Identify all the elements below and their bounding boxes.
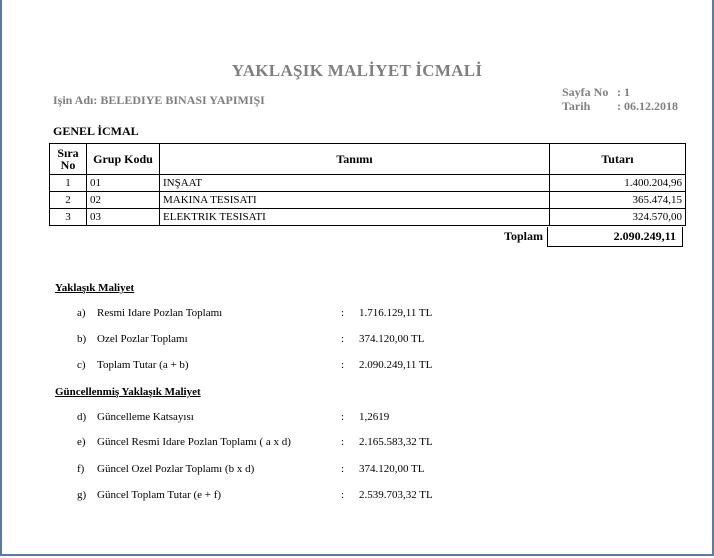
header-tutari: Tutarı [549,143,686,175]
date-value: : 06.12.2018 [617,99,678,113]
item-label: Güncel Ozel Pozlar Toplamı (b x d) [97,463,255,475]
total-value: 2.090.249,11 [547,227,683,247]
item-label: Güncel Toplam Tutar (e + f) [97,489,222,501]
item-sep: : [341,489,345,501]
item-label: Resmi Idare Pozlan Toplamı [97,307,223,319]
item-sep: : [341,333,345,345]
job-label: Işin Adı: [53,93,98,107]
cost-heading: Yaklaşık Maliyet [55,282,135,294]
header-sira-no: Sıra No [49,143,87,175]
item-value: 1,2619 [359,411,390,423]
item-letter: b) [77,333,87,345]
page-number-label: Sayfa No [562,85,609,99]
item-value: 2.165.583,32 TL [359,436,433,448]
item-label: Ozel Pozlar Toplamı [97,333,188,345]
item-value: 374.120,00 TL [359,463,425,475]
item-letter: f) [77,463,85,475]
item-letter: c) [77,359,86,371]
date-label: Tarih [562,99,591,113]
row-amount: 324.570,00 [549,208,686,226]
item-value: 374.120,00 TL [359,333,425,345]
section-title: GENEL İCMAL [53,124,139,138]
table-row: 3 03 ELEKTRIK TESISATI 324.570,00 [49,208,686,226]
row-name: ELEKTRIK TESISATI [159,208,550,226]
job-value: BELEDIYE BINASI YAPIMIŞI [100,93,265,107]
table-row: 1 01 INŞAAT 1.400.204,96 [49,174,686,192]
row-name: INŞAAT [159,174,550,192]
item-sep: : [341,436,345,448]
row-no: 3 [49,208,87,226]
total-label: Toplam [504,229,543,243]
summary-table: Sıra No Grup Kodu Tanımı Tutarı 1 01 INŞ… [49,143,686,226]
row-amount: 1.400.204,96 [549,174,686,192]
item-value: 1.716.129,11 TL [359,307,433,319]
updated-heading: Güncellenmiş Yaklaşık Maliyet [55,386,201,398]
row-code: 01 [86,174,160,192]
row-no: 2 [49,191,87,209]
row-no: 1 [49,174,87,192]
table-header: Sıra No Grup Kodu Tanımı Tutarı [49,143,686,175]
row-code: 03 [86,208,160,226]
item-letter: a) [77,307,86,319]
item-letter: d) [77,411,87,423]
item-sep: : [341,307,345,319]
item-value: 2.539.703,32 TL [359,489,433,501]
document-title: YAKLAŞIK MALİYET İCMALİ [231,61,483,80]
item-label: Toplam Tutar (a + b) [97,359,189,371]
row-name: MAKINA TESISATI [159,191,550,209]
table-row: 2 02 MAKINA TESISATI 365.474,15 [49,191,686,209]
item-label: Güncelleme Katsayısı [97,411,194,423]
item-letter: g) [77,489,87,501]
item-sep: : [341,463,345,475]
item-sep: : [341,359,345,371]
header-grup-kodu: Grup Kodu [86,143,160,175]
item-letter: e) [77,436,86,448]
row-code: 02 [86,191,160,209]
page-number-value: : 1 [617,85,630,99]
header-tanimi: Tanımı [159,143,550,175]
item-value: 2.090.249,11 TL [359,359,433,371]
item-label: Güncel Resmi Idare Pozlan Toplamı ( a x … [97,436,291,448]
job-name: Işin Adı: BELEDIYE BINASI YAPIMIŞI [53,93,265,108]
row-amount: 365.474,15 [549,191,686,209]
item-sep: : [341,411,345,423]
